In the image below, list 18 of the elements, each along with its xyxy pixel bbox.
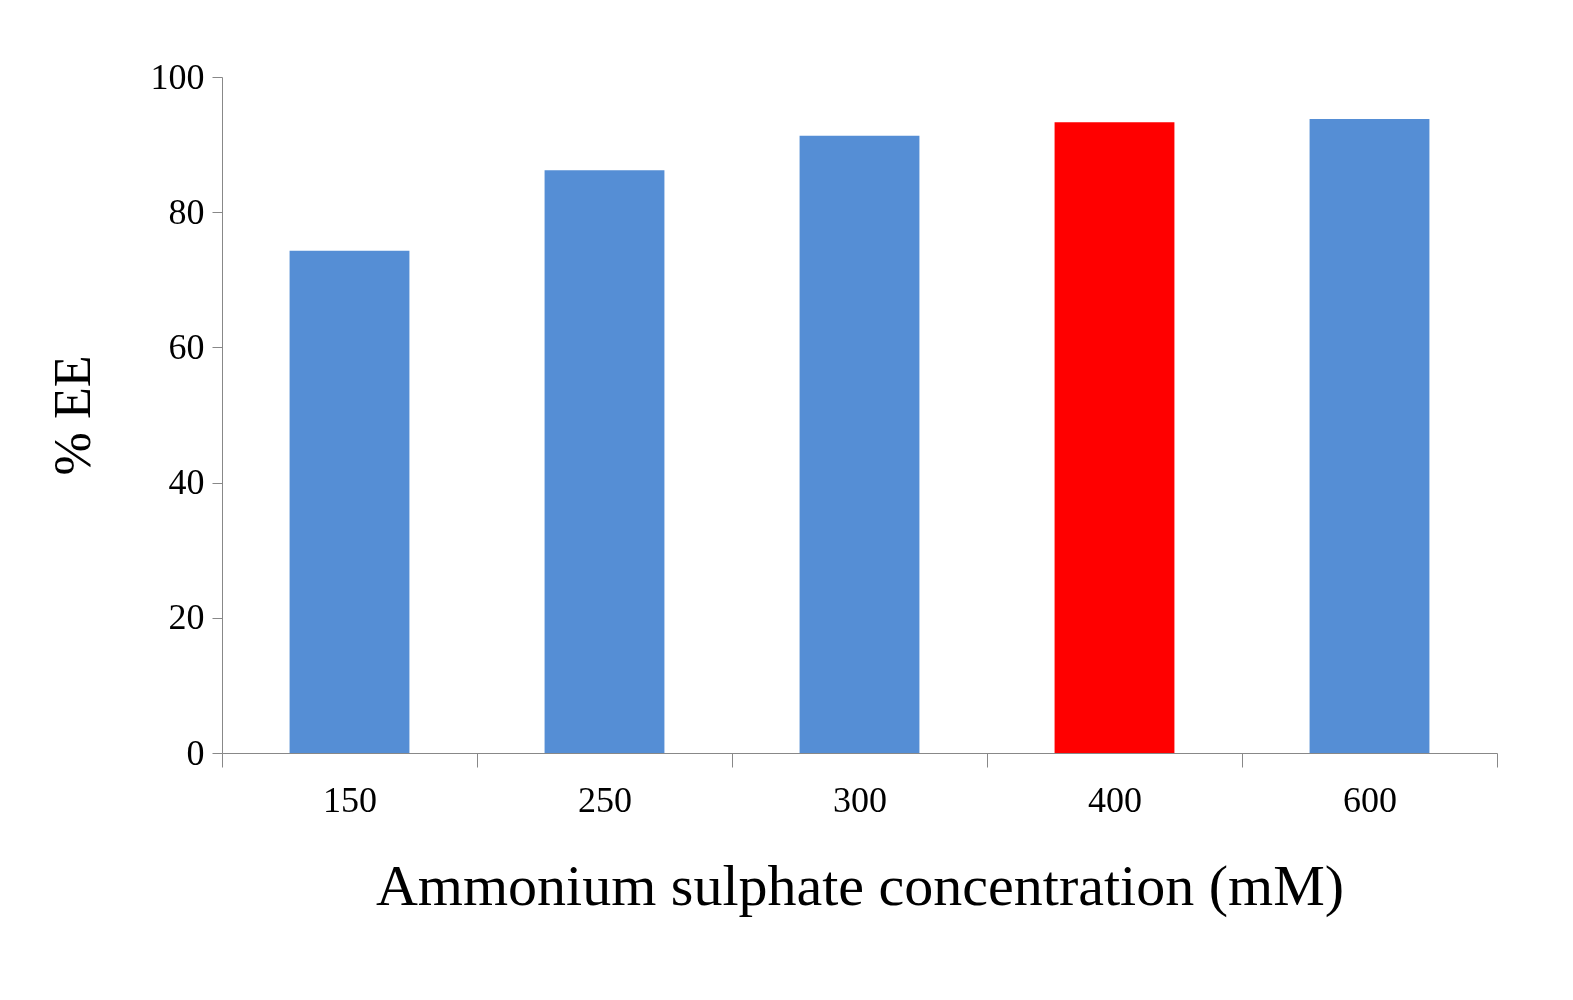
y-tick-label: 60 xyxy=(168,326,205,367)
bar xyxy=(1054,122,1175,753)
x-tick-label: 400 xyxy=(1088,779,1142,820)
x-tick-label: 300 xyxy=(833,779,887,820)
x-tick-label: 250 xyxy=(578,779,632,820)
x-tick-label: 600 xyxy=(1343,779,1397,820)
bar xyxy=(289,250,410,753)
bar xyxy=(544,170,665,753)
y-tick-label: 80 xyxy=(168,191,205,232)
bar xyxy=(799,135,920,753)
y-tick-label: 0 xyxy=(186,732,205,773)
x-axis-title: Ammonium sulphate concentration (mM) xyxy=(375,852,1345,918)
y-tick-label: 100 xyxy=(150,56,205,97)
y-tick-label: 40 xyxy=(168,462,205,503)
y-axis-title: % EE xyxy=(43,355,101,476)
x-tick-label: 150 xyxy=(323,779,377,820)
bar xyxy=(1309,118,1430,753)
y-tick-label: 20 xyxy=(168,597,205,638)
